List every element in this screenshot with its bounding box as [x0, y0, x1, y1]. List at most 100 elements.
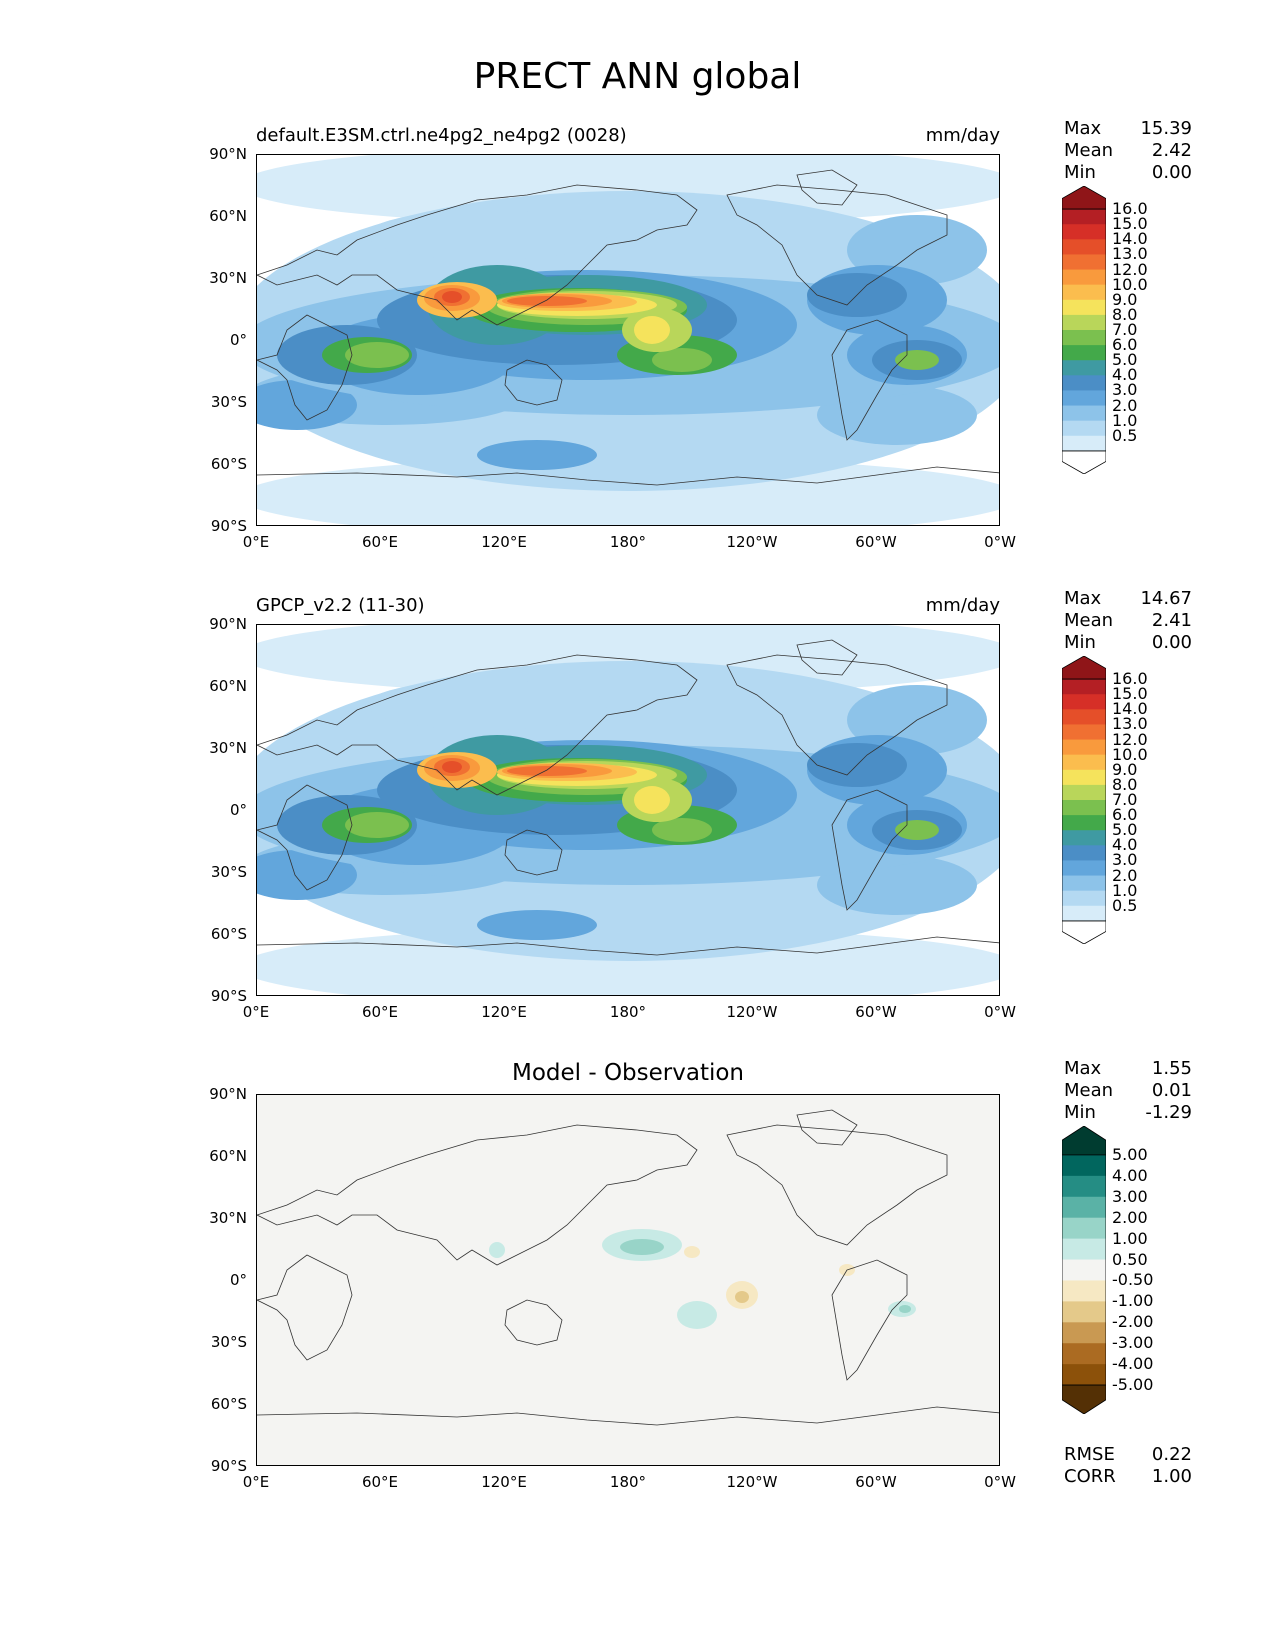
panel1-colorbar: 16.0 15.0 14.0 13.0 12.0 10.0 9.0 8.0 7.0 6.0 5.0 4…	[1062, 186, 1148, 474]
coastline	[831, 789, 908, 911]
colorbar-segment	[1062, 435, 1106, 452]
stat-mean-value: 0.01	[1151, 1080, 1192, 1101]
lon-tick-label: 120°E	[481, 1003, 527, 1021]
colorbar-tick-label: -3.00	[1112, 1333, 1154, 1353]
precip-contour	[477, 440, 597, 470]
colorbar-segment	[1062, 450, 1106, 474]
stat-min-value: 0.00	[1151, 632, 1192, 653]
lat-tick-label: 60°S	[210, 455, 247, 473]
colorbar-segment	[1062, 345, 1106, 361]
precip-contour	[507, 766, 587, 776]
colorbar-segment	[1062, 815, 1106, 831]
lat-tick-label: 60°N	[209, 207, 247, 225]
precip-contour	[634, 316, 670, 344]
panel2-colorbar: 16.0 15.0 14.0 13.0 12.0 10.0 9.0 8.0 7.0 6.0 5.0 4…	[1062, 656, 1148, 944]
colorbar-tick-label: 10.0	[1112, 744, 1148, 764]
diff-contour	[684, 1246, 700, 1258]
colorbar-segment	[1062, 709, 1106, 725]
coastline	[796, 169, 858, 206]
colorbar-tick-label: 2.0	[1112, 395, 1138, 415]
lon-tick-label: 120°W	[726, 1003, 778, 1021]
lat-tick-label: 30°S	[210, 863, 247, 881]
colorbar-tick-label: 14.0	[1112, 699, 1148, 719]
colorbar-segment	[1062, 1259, 1106, 1281]
panel2-stats: Max 14.67 Mean 2.41 Min 0.00	[1064, 588, 1192, 654]
lon-tick-label: 180°	[609, 1473, 647, 1491]
diff-contour	[489, 1242, 505, 1258]
coastline	[831, 1259, 908, 1381]
lat-tick-label: 90°N	[209, 145, 247, 163]
lon-tick-label: 60°W	[855, 1003, 897, 1021]
panel3-stats: Max 1.55 Mean 0.01 Min -1.29	[1064, 1058, 1192, 1124]
colorbar-tick-label: -5.00	[1112, 1375, 1154, 1395]
colorbar-segment	[1062, 405, 1106, 422]
colorbar-tick-label: 13.0	[1112, 714, 1148, 734]
colorbar-segment	[1062, 724, 1106, 741]
stat-mean-value: 2.42	[1151, 140, 1192, 161]
colorbar-tick-label: 5.0	[1112, 350, 1138, 370]
colorbar-tick-label: 14.0	[1112, 229, 1148, 249]
colorbar-segment	[1062, 1364, 1106, 1386]
colorbar-tick-label: 3.00	[1112, 1186, 1148, 1206]
colorbar-segment	[1062, 920, 1106, 944]
stat-max-label: Max	[1064, 588, 1102, 609]
lon-tick-label: 0°W	[984, 1473, 1016, 1491]
colorbar-tick-label: 3.0	[1112, 850, 1138, 870]
colorbar-segment	[1062, 314, 1106, 331]
colorbar-segment	[1062, 800, 1106, 816]
coastline	[504, 829, 563, 876]
precip-contour	[345, 342, 409, 368]
colorbar-segment	[1062, 784, 1106, 801]
colorbar-tick-label: 1.0	[1112, 410, 1138, 430]
coastline	[726, 1124, 948, 1246]
colorbar-segment	[1062, 330, 1106, 346]
colorbar-segment	[1062, 420, 1106, 437]
diff-contour	[620, 1239, 664, 1255]
colorbar-tick-label: 1.00	[1112, 1228, 1148, 1248]
panel3-title: Model - Observation	[511, 1060, 745, 1086]
colorbar-tick-label: 9.0	[1112, 759, 1138, 779]
colorbar-segment	[1062, 1196, 1106, 1219]
lon-tick-label: 180°	[609, 1003, 647, 1021]
colorbar-tick-label: 2.00	[1112, 1207, 1148, 1227]
stat-min-value: 0.00	[1151, 162, 1192, 183]
coastline	[257, 654, 698, 796]
lon-tick-label: 60°W	[855, 1473, 897, 1491]
lon-tick-label: 120°W	[726, 1473, 778, 1491]
colorbar-segment	[1062, 254, 1106, 271]
panel1-stats: Max 15.39 Mean 2.42 Min 0.00	[1064, 118, 1192, 184]
colorbar-segment	[1062, 830, 1106, 846]
corr-value: 1.00	[1151, 1466, 1192, 1487]
coastline	[504, 359, 563, 406]
lon-tick-label: 0°E	[242, 1473, 270, 1491]
colorbar-segment	[1062, 1301, 1106, 1323]
coastline	[257, 784, 353, 891]
stat-mean-label: Mean	[1064, 140, 1114, 161]
colorbar-segment	[1062, 224, 1106, 240]
stat-max-value: 1.55	[1151, 1058, 1192, 1079]
precip-contour	[895, 350, 939, 370]
colorbar-tick-label: 4.00	[1112, 1165, 1148, 1185]
panel2-label: GPCP_v2.2 (11-30)	[256, 595, 425, 616]
colorbar-segment	[1062, 1280, 1106, 1302]
diff-contour	[735, 1291, 749, 1303]
colorbar-segment	[1062, 860, 1106, 877]
stat-min-label: Min	[1064, 1102, 1096, 1123]
colorbar-segment	[1062, 905, 1106, 922]
coastline	[796, 1109, 858, 1146]
colorbar-segment	[1062, 739, 1106, 756]
colorbar-segment	[1062, 754, 1106, 771]
colorbar-tick-label: 13.0	[1112, 244, 1148, 264]
precip-contour	[442, 291, 462, 303]
rmse-label: RMSE	[1064, 1444, 1115, 1465]
precip-contour	[477, 910, 597, 940]
colorbar-tick-label: 8.0	[1112, 304, 1138, 324]
lon-tick-label: 60°E	[361, 533, 399, 551]
colorbar-tick-label: -1.00	[1112, 1291, 1154, 1311]
precip-contour	[652, 348, 712, 372]
colorbar-segment	[1062, 284, 1106, 301]
lat-tick-label: 60°S	[210, 925, 247, 943]
precip-contour	[367, 680, 607, 730]
precip-contour	[257, 380, 357, 430]
lon-tick-label: 60°W	[855, 533, 897, 551]
